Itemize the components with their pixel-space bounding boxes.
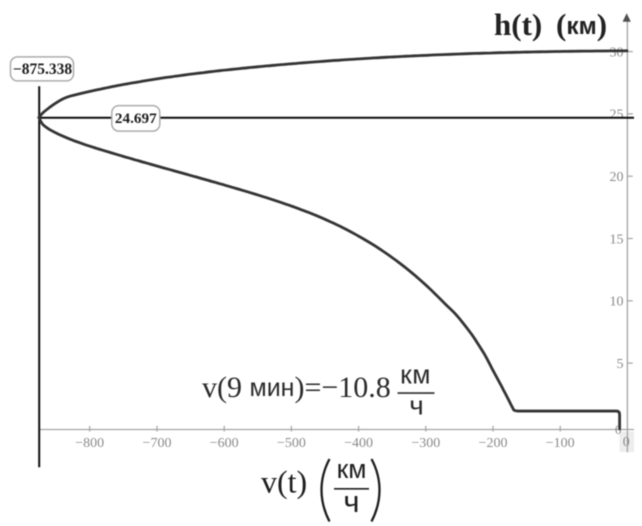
- svg-text:−100: −100: [546, 436, 575, 451]
- svg-text:15: 15: [610, 232, 624, 247]
- svg-text:24.697: 24.697: [115, 110, 157, 127]
- svg-text:−800: −800: [75, 436, 104, 451]
- svg-text:км: км: [337, 454, 367, 484]
- svg-text:ч: ч: [343, 484, 359, 519]
- svg-text:v(9 мин)=−10.8: v(9 мин)=−10.8: [202, 371, 391, 404]
- svg-text:0: 0: [623, 435, 630, 450]
- svg-text:−300: −300: [411, 436, 440, 451]
- svg-text:−700: −700: [143, 436, 172, 451]
- svg-text:0: 0: [615, 422, 622, 437]
- svg-text:5: 5: [617, 357, 624, 372]
- svg-text:30: 30: [610, 45, 624, 60]
- svg-text:v(t): v(t): [261, 464, 307, 500]
- svg-text:10: 10: [610, 295, 624, 310]
- svg-text:−600: −600: [210, 436, 239, 451]
- svg-text:20: 20: [610, 170, 624, 185]
- svg-text:−400: −400: [344, 436, 373, 451]
- svg-text:25: 25: [610, 108, 624, 123]
- svg-text:(км): (км): [556, 7, 607, 42]
- svg-text:км: км: [400, 360, 431, 390]
- svg-text:−875.338: −875.338: [13, 61, 72, 78]
- svg-text:ч: ч: [409, 391, 424, 421]
- svg-text:−500: −500: [277, 436, 306, 451]
- svg-text:−200: −200: [479, 436, 508, 451]
- svg-text:h(t): h(t): [494, 7, 542, 42]
